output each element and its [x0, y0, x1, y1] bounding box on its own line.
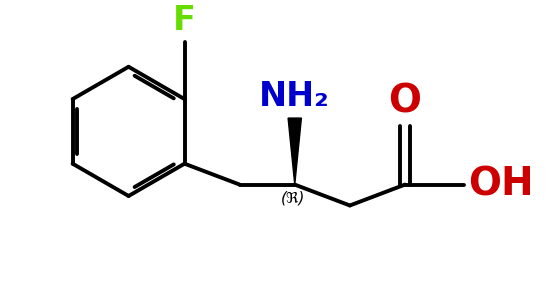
Text: OH: OH	[467, 166, 533, 204]
Text: (ℜ): (ℜ)	[281, 190, 305, 205]
Text: NH₂: NH₂	[259, 80, 330, 113]
Text: O: O	[389, 83, 421, 121]
Text: F: F	[173, 4, 196, 37]
Polygon shape	[288, 118, 301, 184]
